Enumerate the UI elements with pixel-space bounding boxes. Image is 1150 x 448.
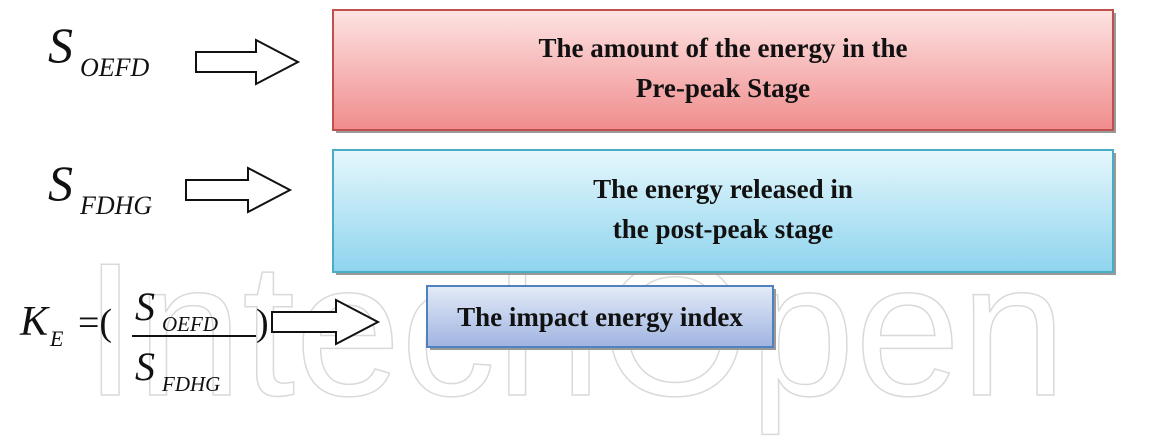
numerator-sub: OEFD	[162, 312, 218, 336]
symbol-base: S	[48, 155, 73, 211]
formula-open: =(	[78, 302, 112, 344]
denominator-base: S	[135, 344, 155, 389]
box-label: The impact energy index	[457, 302, 743, 332]
numerator-base: S	[135, 284, 155, 329]
box-label: The energy released in	[593, 174, 853, 204]
box-label: the post-peak stage	[613, 214, 834, 244]
box	[332, 149, 1114, 273]
box-label: The amount of the energy in the	[539, 33, 908, 63]
box	[332, 9, 1114, 131]
symbol-base: S	[48, 17, 73, 73]
arrow	[271, 298, 381, 346]
denominator-sub: FDHG	[161, 372, 220, 396]
formula-base: K	[19, 299, 50, 345]
arrow	[185, 166, 293, 214]
box	[426, 285, 774, 348]
symbol-sub: FDHG	[79, 191, 152, 220]
arrow	[195, 38, 301, 86]
formula-close: )	[256, 302, 269, 344]
symbol-sub: OEFD	[80, 53, 150, 82]
formula-sub: E	[49, 326, 64, 351]
box-label: Pre-peak Stage	[636, 73, 810, 103]
